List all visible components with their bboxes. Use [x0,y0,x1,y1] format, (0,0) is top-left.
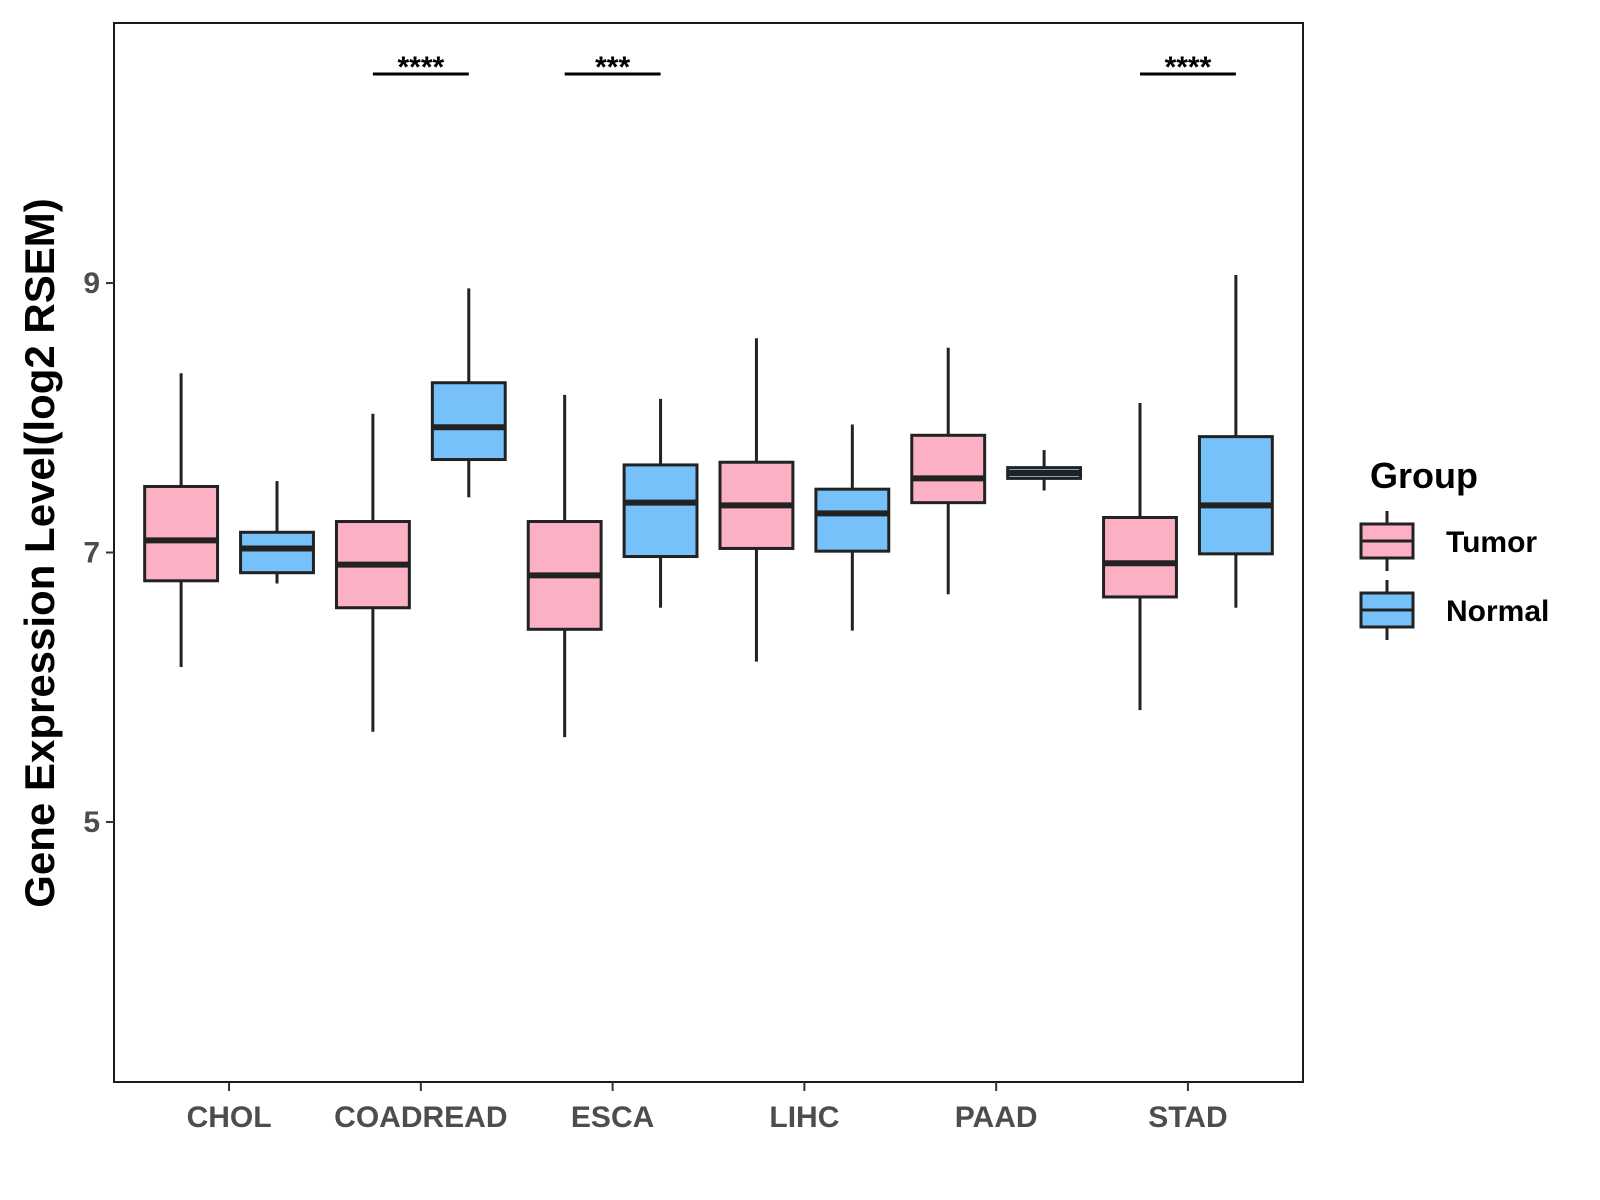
significance-label: **** [397,51,444,84]
y-axis: 5 7 9 [83,267,114,839]
legend-key-normal: Normal [1359,580,1549,640]
box-iqr [143,484,220,583]
x-tick-label: COADREAD [334,1101,507,1134]
y-axis-title: Gene Expression Level(log2 RSEM) [16,198,63,908]
x-tick-label: LIHC [769,1101,839,1134]
significance-annotations: **** *** **** [372,51,1236,84]
box-iqr [622,463,699,559]
legend: Group Tumor Normal [1359,455,1549,640]
box-normal [430,288,507,498]
box-normal [1006,450,1083,491]
significance-label: *** [595,51,630,84]
box-iqr [910,433,987,505]
x-tick-label: ESCA [571,1101,654,1134]
box-normal [239,481,315,584]
box-tumor [1102,402,1178,711]
legend-label: Normal [1446,595,1549,628]
x-tick-label: CHOL [187,1101,272,1134]
box-iqr [814,487,891,553]
significance-label: **** [1165,51,1212,84]
legend-keys: Tumor Normal [1359,511,1549,640]
legend-label: Tumor [1446,526,1537,559]
legend-key-tumor: Tumor [1359,511,1537,571]
box-iqr [1102,515,1178,599]
x-axis: CHOL COADREAD ESCA LIHC PAAD STAD [187,1082,1228,1134]
legend-title: Group [1370,455,1478,496]
y-tick-label: 5 [83,806,100,839]
box-normal [1197,274,1274,608]
box-tumor [143,373,220,668]
box-tumor [910,347,987,595]
box-iqr [1197,435,1274,556]
x-tick-label: STAD [1148,1101,1227,1134]
box-tumor [526,394,603,738]
x-tick-label: PAAD [955,1101,1038,1134]
box-iqr [430,381,507,462]
box-normal [814,424,891,631]
box-iqr [239,530,315,575]
y-tick-label: 7 [83,537,100,570]
box-series [143,274,1274,738]
box-normal [622,398,699,608]
box-tumor [718,338,795,662]
y-tick-label: 9 [83,267,100,300]
box-tumor [334,413,411,732]
